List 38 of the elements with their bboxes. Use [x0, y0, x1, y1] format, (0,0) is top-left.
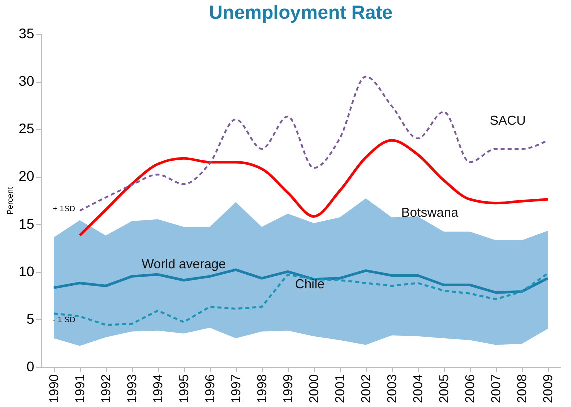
annotation: + 1SD	[53, 204, 76, 214]
series-label: SACU	[490, 113, 526, 128]
x-tick-label: 2005	[436, 374, 452, 404]
x-tick-label: 1992	[98, 374, 114, 404]
x-tick-label: 2003	[384, 374, 400, 404]
series-label: World average	[142, 256, 226, 272]
x-tick-label: 1998	[254, 374, 270, 404]
x-tick-label: 1990	[46, 374, 62, 404]
x-tick-label: 1999	[280, 374, 296, 404]
series-label: Chile	[295, 276, 325, 292]
x-tick-label: 2006	[462, 374, 478, 404]
y-tick-label: 20	[18, 168, 35, 184]
y-axis-title: Percent	[6, 186, 15, 215]
line-series	[78, 139, 550, 238]
series-label: Botswana	[401, 204, 460, 220]
x-tick-label: 2000	[306, 374, 322, 404]
y-tick-label: 15	[18, 216, 35, 232]
x-tick-label: 2008	[514, 374, 530, 404]
y-tick-label: 10	[18, 263, 35, 280]
y-tick-label: 5	[26, 310, 35, 327]
x-tick-label: 1991	[72, 374, 88, 404]
annotation: - 1 SD	[53, 315, 76, 324]
x-tick-label: 2007	[488, 374, 504, 404]
line-series	[53, 272, 549, 326]
y-tick-label: 0	[26, 358, 35, 374]
chart-title: Unemployment Rate	[209, 3, 393, 24]
x-tick-label: 1996	[202, 374, 218, 404]
y-tick-label: 30	[18, 73, 35, 90]
x-tick-label: 2004	[410, 374, 426, 404]
x-tick-label: 2002	[358, 374, 374, 404]
x-tick-label: 1997	[228, 374, 244, 404]
x-tick-label: 2009	[540, 374, 556, 404]
y-tick-label: 35	[18, 26, 35, 42]
x-tick-label: 1995	[176, 374, 192, 404]
x-tick-label: 2001	[332, 374, 348, 404]
y-tick-label: 25	[18, 120, 35, 137]
x-tick-label: 1994	[150, 374, 166, 404]
x-tick-label: 1993	[124, 374, 140, 404]
